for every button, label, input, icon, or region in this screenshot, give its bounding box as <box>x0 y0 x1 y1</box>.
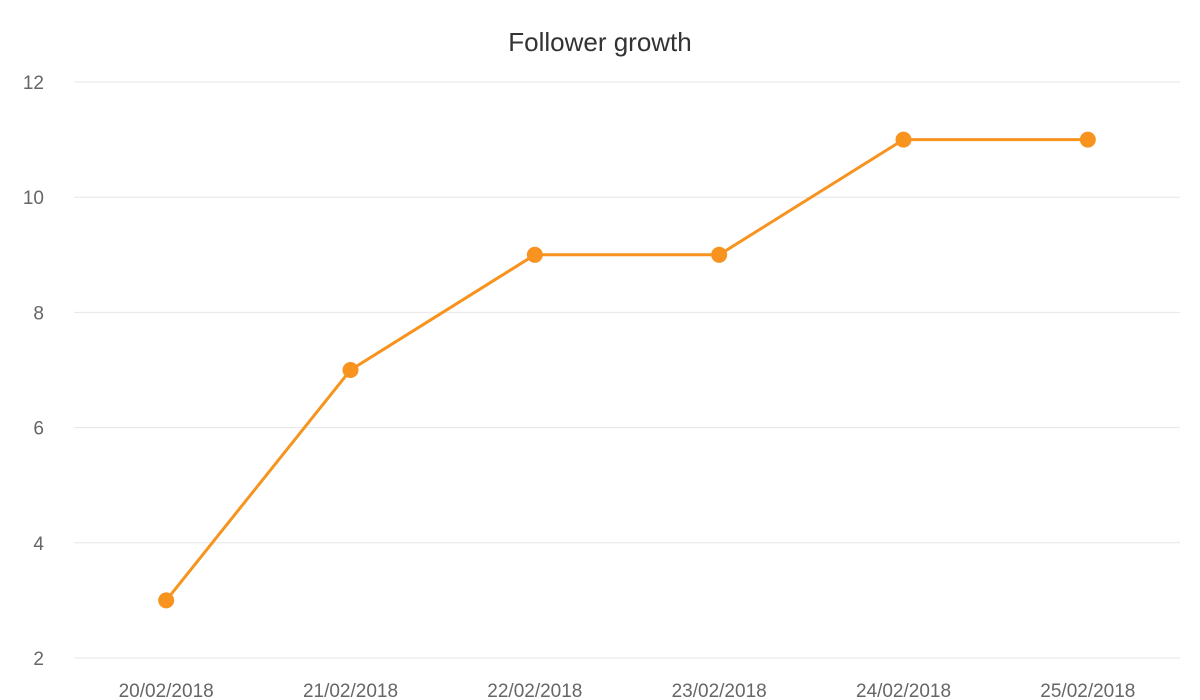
data-point[interactable] <box>1080 132 1096 148</box>
data-point[interactable] <box>896 132 912 148</box>
y-tick-label: 12 <box>23 73 44 94</box>
series <box>158 132 1096 609</box>
gridlines <box>74 82 1180 658</box>
x-tick-label: 21/02/2018 <box>303 681 398 700</box>
chart-title: Follower growth <box>508 27 692 57</box>
x-tick-label: 23/02/2018 <box>672 681 767 700</box>
x-tick-label: 20/02/2018 <box>119 681 214 700</box>
y-tick-label: 6 <box>33 419 44 440</box>
x-tick-label: 24/02/2018 <box>856 681 951 700</box>
y-tick-label: 8 <box>33 303 44 324</box>
y-tick-label: 10 <box>23 188 44 209</box>
y-axis: 2 4 6 8 10 12 <box>23 73 45 670</box>
x-tick-label: 25/02/2018 <box>1040 681 1135 700</box>
x-tick-label: 22/02/2018 <box>487 681 582 700</box>
y-tick-label: 2 <box>33 649 44 670</box>
y-tick-label: 4 <box>33 534 44 555</box>
data-point[interactable] <box>343 362 359 378</box>
x-axis: 20/02/2018 21/02/2018 22/02/2018 23/02/2018… <box>119 681 1136 700</box>
series-line <box>166 140 1088 601</box>
data-point[interactable] <box>158 592 174 608</box>
data-point[interactable] <box>711 247 727 263</box>
data-point[interactable] <box>527 247 543 263</box>
